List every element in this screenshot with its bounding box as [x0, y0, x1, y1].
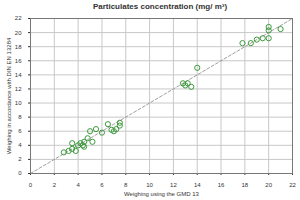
svg-text:14: 14 — [15, 72, 22, 78]
svg-text:0: 0 — [29, 182, 33, 188]
svg-text:12: 12 — [170, 182, 177, 188]
svg-text:Weighing in accordance with DI: Weighing in accordance with DIN EN 13284 — [6, 37, 12, 154]
svg-text:18: 18 — [15, 44, 22, 50]
svg-text:12: 12 — [15, 86, 22, 92]
svg-text:10: 10 — [146, 182, 153, 188]
svg-text:10: 10 — [15, 100, 22, 106]
svg-text:Weighing using the GMD 13: Weighing using the GMD 13 — [124, 191, 200, 197]
svg-text:2: 2 — [18, 156, 22, 162]
html-text:Particulates concentration (mg: Particulates concentration (mg/ m³) — [92, 2, 228, 11]
svg-text:0: 0 — [18, 170, 22, 176]
svg-text:6: 6 — [18, 128, 22, 134]
svg-text:20: 20 — [15, 30, 22, 36]
svg-text:18: 18 — [242, 182, 249, 188]
svg-text:8: 8 — [18, 114, 22, 120]
svg-text:22: 22 — [15, 15, 22, 21]
svg-text:14: 14 — [194, 182, 201, 188]
svg-text:20: 20 — [265, 182, 272, 188]
svg-text:6: 6 — [100, 182, 104, 188]
svg-text:16: 16 — [15, 58, 22, 64]
svg-text:22: 22 — [289, 182, 296, 188]
svg-text:8: 8 — [124, 182, 128, 188]
svg-text:4: 4 — [76, 182, 80, 188]
svg-text:2: 2 — [53, 182, 57, 188]
svg-text:4: 4 — [18, 142, 22, 148]
svg-text:16: 16 — [218, 182, 225, 188]
